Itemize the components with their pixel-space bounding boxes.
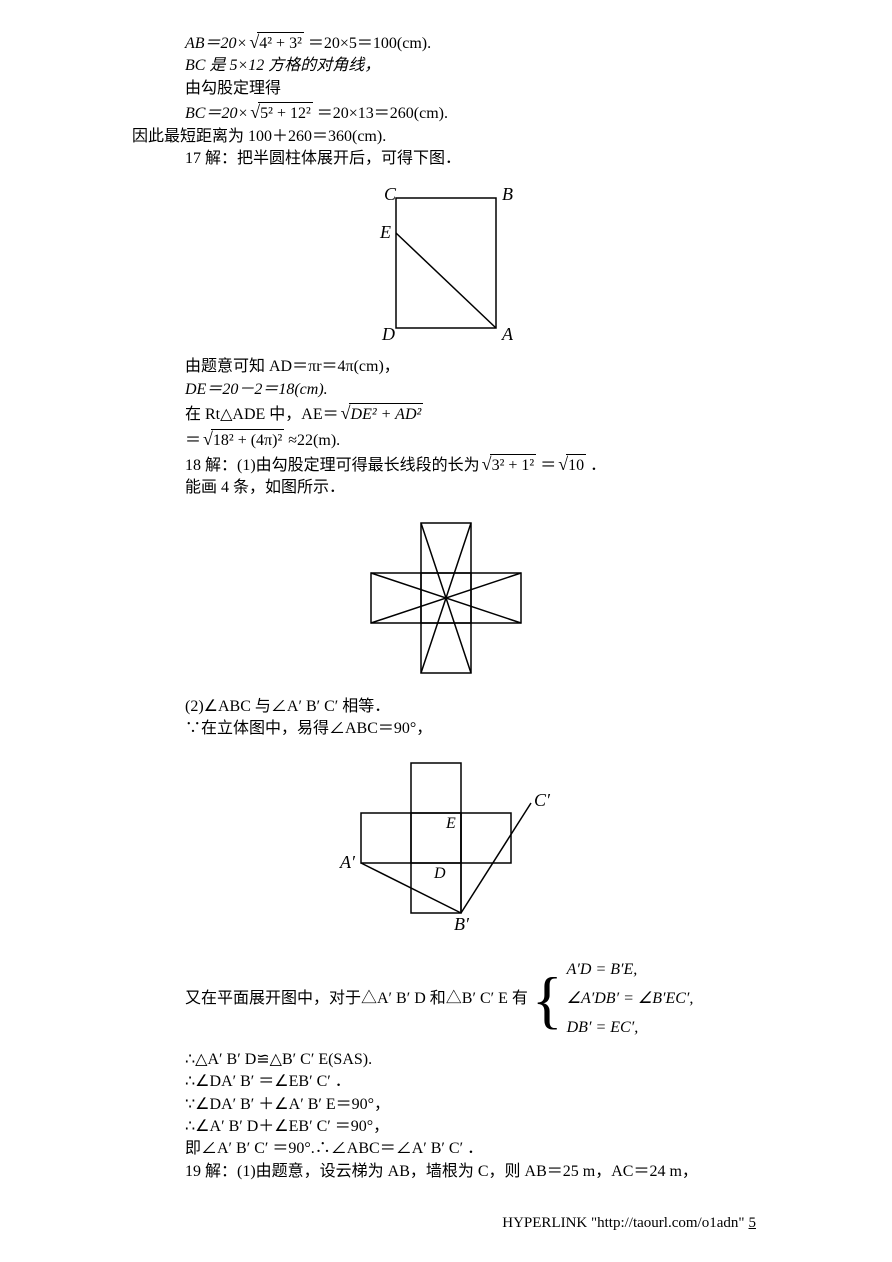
text: ≈22(m). bbox=[288, 432, 340, 449]
label-Cp: C′ bbox=[534, 790, 551, 810]
line-10: ＝ 18² + (4π)² ≈22(m). bbox=[0, 427, 892, 452]
line-11: 18 解：(1)由勾股定理可得最长线段的长为 3² + 1² ＝ 10 ． bbox=[0, 452, 892, 477]
text: ∴∠A′ B′ D＋∠EB′ C′ ＝90°， bbox=[185, 1118, 389, 1135]
text: ＝ bbox=[185, 432, 201, 449]
label-D: D bbox=[381, 324, 395, 344]
brace-row: A′D = B′E, bbox=[567, 956, 694, 985]
sqrt-body: DE² + AD² bbox=[349, 403, 424, 426]
page-root: AB＝20× 4² + 3² ＝20×5＝100(cm). BC 是 5×12 方… bbox=[0, 0, 892, 1262]
text: BC＝20× bbox=[185, 105, 248, 122]
sqrt: 3² + 1² bbox=[480, 452, 537, 477]
line-21: 19 解：(1)由题意，设云梯为 AB，墙根为 C，则 AB＝25 m，AC＝2… bbox=[0, 1161, 892, 1183]
text: DE＝20－2＝18(cm). bbox=[185, 381, 328, 398]
text: ＝ bbox=[540, 457, 556, 474]
text: ∵∠DA′ B′ ＋∠A′ B′ E＝90°， bbox=[185, 1096, 390, 1113]
text: 在 Rt△ADE 中，AE＝ bbox=[185, 406, 339, 423]
brace-row: ∠A′DB′ = ∠B′EC′, bbox=[567, 985, 694, 1014]
text: 17 解：把半圆柱体展开后，可得下图． bbox=[185, 150, 461, 167]
text: (2)∠ABC 与∠A′ B′ C′ 相等． bbox=[185, 698, 390, 715]
line-19: ∴∠A′ B′ D＋∠EB′ C′ ＝90°， bbox=[0, 1116, 892, 1138]
line-08: DE＝20－2＝18(cm). bbox=[0, 379, 892, 401]
line-03: 由勾股定理得 bbox=[0, 78, 892, 100]
brace-rows: A′D = B′E, ∠A′DB′ = ∠B′EC′, DB′ = EC′, bbox=[567, 956, 694, 1042]
text: 由题意可知 AD＝πr＝4π(cm)， bbox=[185, 358, 400, 375]
figure-3: C′ E A′ D B′ bbox=[316, 748, 576, 948]
label-B: B bbox=[502, 184, 513, 204]
label-E: E bbox=[445, 815, 456, 832]
line-07: 由题意可知 AD＝πr＝4π(cm)， bbox=[0, 356, 892, 378]
label-Ap: A′ bbox=[339, 852, 356, 872]
hyperlink-text[interactable]: HYPERLINK "http://taourl.com/o1adn" bbox=[502, 1215, 744, 1231]
label-A: A bbox=[501, 324, 514, 344]
sqrt: 10 bbox=[556, 452, 586, 477]
line-13: (2)∠ABC 与∠A′ B′ C′ 相等． bbox=[0, 696, 892, 718]
line-15: 又在平面展开图中，对于△A′ B′ D 和△B′ C′ E 有 { A′D = … bbox=[0, 956, 892, 1042]
brace-system: { A′D = B′E, ∠A′DB′ = ∠B′EC′, DB′ = EC′, bbox=[528, 956, 694, 1042]
page-footer: HYPERLINK "http://taourl.com/o1adn" 5 bbox=[502, 1215, 756, 1232]
line-05: 因此最短距离为 100＋260＝360(cm). bbox=[0, 126, 892, 148]
line-02: BC 是 5×12 方格的对角线， bbox=[0, 55, 892, 77]
figure-1: C B E D A bbox=[336, 178, 556, 348]
line-17: ∴∠DA′ B′ ＝∠EB′ C′ ． bbox=[0, 1071, 892, 1093]
sqrt-body: 10 bbox=[566, 454, 586, 477]
text: ∴∠DA′ B′ ＝∠EB′ C′ ． bbox=[185, 1073, 351, 1090]
text: BC 是 5×12 方格的对角线， bbox=[185, 57, 380, 74]
text: 18 解：(1)由勾股定理可得最长线段的长为 bbox=[185, 457, 480, 474]
text: ． bbox=[590, 457, 606, 474]
sqrt: 18² + (4π)² bbox=[201, 427, 284, 452]
sqrt-body: 5² + 12² bbox=[258, 102, 313, 125]
sqrt: 5² + 12² bbox=[248, 100, 313, 125]
sqrt-body: 3² + 1² bbox=[490, 454, 537, 477]
line-16: ∴△A′ B′ D≌△B′ C′ E(SAS). bbox=[0, 1049, 892, 1071]
line-14: ∵在立体图中，易得∠ABC＝90°， bbox=[0, 718, 892, 740]
line-06: 17 解：把半圆柱体展开后，可得下图． bbox=[0, 148, 892, 170]
text: ∵在立体图中，易得∠ABC＝90°， bbox=[185, 720, 432, 737]
sqrt: 4² + 3² bbox=[247, 30, 304, 55]
text: 由勾股定理得 bbox=[185, 80, 281, 97]
label-D: D bbox=[433, 865, 446, 882]
line-04: BC＝20× 5² + 12² ＝20×13＝260(cm). bbox=[0, 100, 892, 125]
text: AB＝20× bbox=[185, 35, 247, 52]
line-20: 即∠A′ B′ C′ ＝90°.∴∠ABC＝∠A′ B′ C′ ． bbox=[0, 1138, 892, 1160]
text: ∴△A′ B′ D≌△B′ C′ E(SAS). bbox=[185, 1051, 372, 1068]
line-18: ∵∠DA′ B′ ＋∠A′ B′ E＝90°， bbox=[0, 1094, 892, 1116]
line-12: 能画 4 条，如图所示． bbox=[0, 477, 892, 499]
label-E: E bbox=[379, 222, 391, 242]
text: 19 解：(1)由题意，设云梯为 AB，墙根为 C，则 AB＝25 m，AC＝2… bbox=[185, 1163, 698, 1180]
text: 因此最短距离为 100＋260＝360(cm). bbox=[132, 128, 386, 145]
figure-2 bbox=[336, 508, 556, 688]
text: 能画 4 条，如图所示． bbox=[185, 479, 345, 496]
label-Bp: B′ bbox=[454, 914, 470, 934]
text: ＝20×13＝260(cm). bbox=[317, 105, 448, 122]
brace-row: DB′ = EC′, bbox=[567, 1014, 694, 1043]
sqrt-body: 4² + 3² bbox=[257, 32, 304, 55]
text: 即∠A′ B′ C′ ＝90°.∴∠ABC＝∠A′ B′ C′ ． bbox=[185, 1140, 483, 1157]
sqrt: DE² + AD² bbox=[339, 401, 424, 426]
line-01: AB＝20× 4² + 3² ＝20×5＝100(cm). bbox=[0, 30, 892, 55]
left-brace-icon: { bbox=[532, 968, 563, 1032]
line-09: 在 Rt△ADE 中，AE＝ DE² + AD² bbox=[0, 401, 892, 426]
text: ＝20×5＝100(cm). bbox=[308, 35, 431, 52]
page-number: 5 bbox=[749, 1215, 757, 1231]
text: 又在平面展开图中，对于△A′ B′ D 和△B′ C′ E 有 bbox=[185, 988, 528, 1010]
sqrt-body: 18² + (4π)² bbox=[211, 429, 284, 452]
label-C: C bbox=[384, 184, 397, 204]
